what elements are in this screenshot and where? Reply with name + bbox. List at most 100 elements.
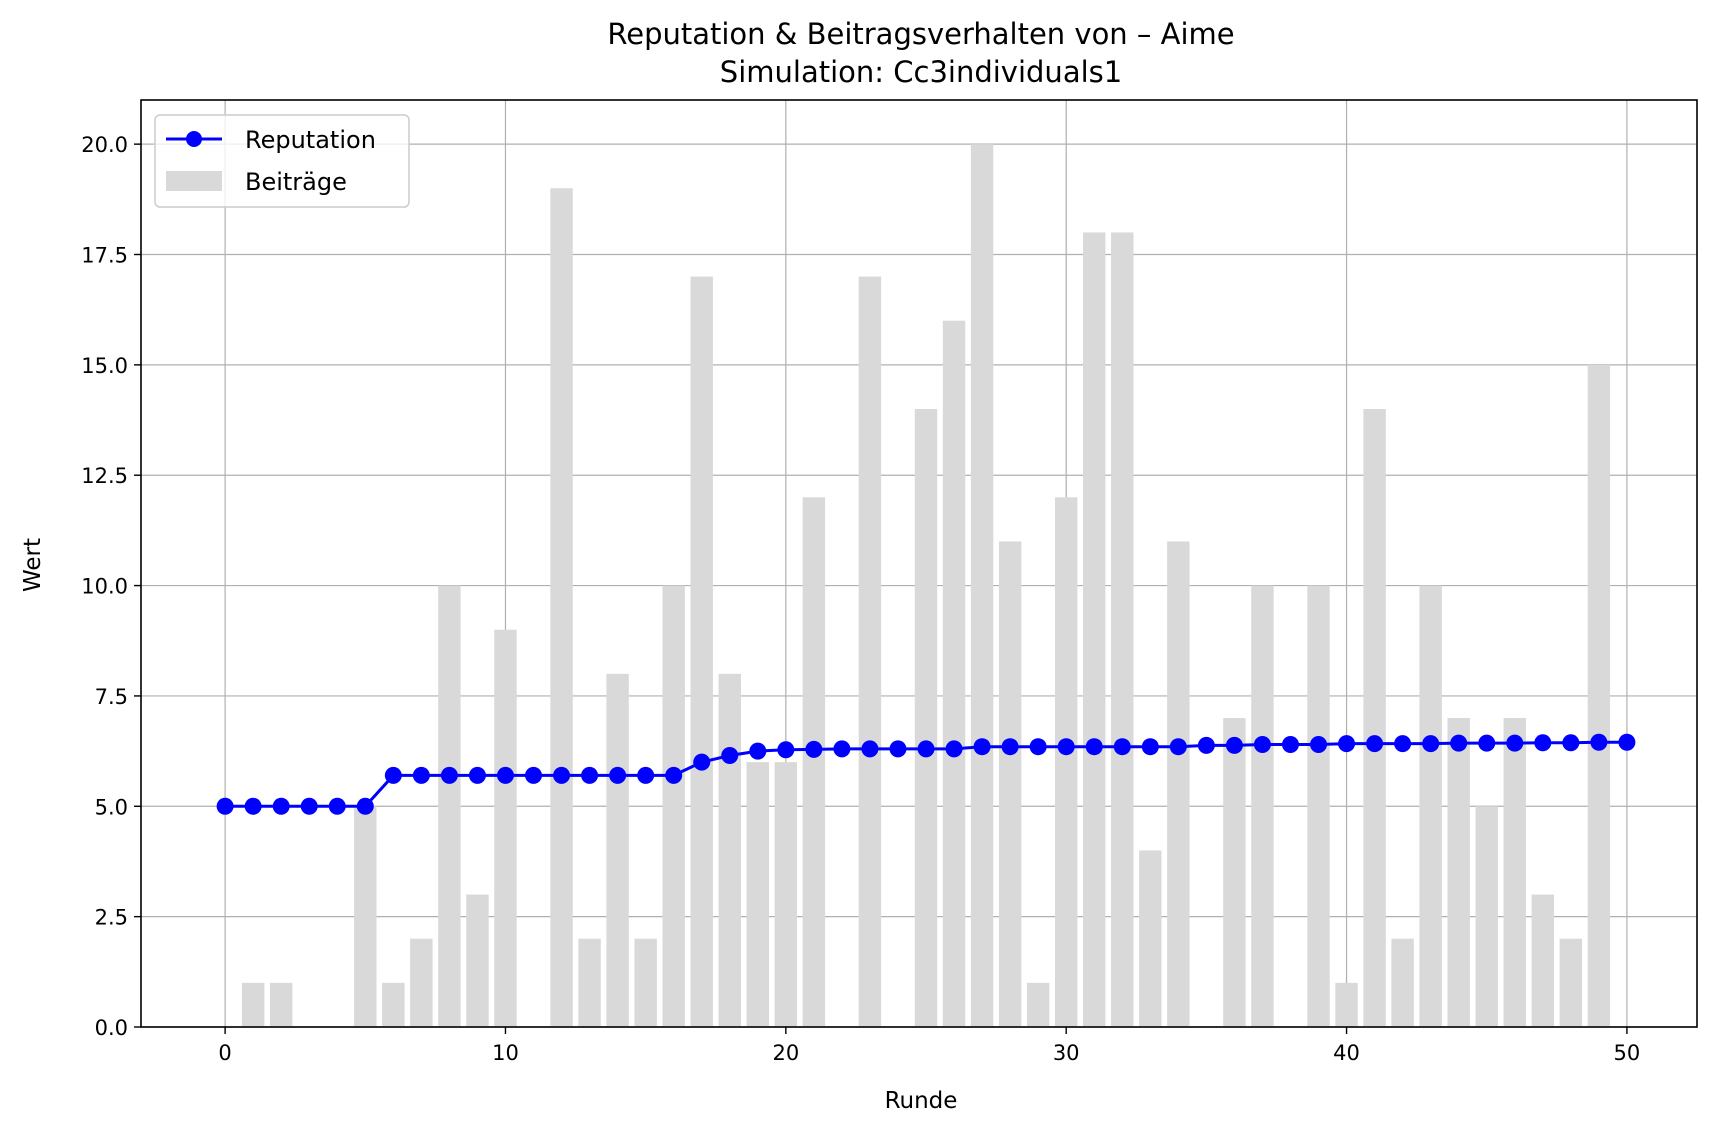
x-tick-label: 40 bbox=[1333, 1041, 1360, 1065]
reputation-point bbox=[1338, 735, 1356, 753]
beitraege-bar bbox=[1167, 541, 1190, 1027]
y-tick-label: 15.0 bbox=[81, 354, 128, 378]
beitraege-bar bbox=[662, 585, 685, 1027]
beitraege-bar bbox=[1503, 718, 1526, 1027]
beitraege-bar bbox=[578, 938, 601, 1027]
reputation-point bbox=[693, 753, 711, 771]
y-tick-label: 0.0 bbox=[95, 1016, 128, 1040]
reputation-point bbox=[1534, 734, 1552, 752]
reputation-point bbox=[721, 747, 739, 765]
reputation-point bbox=[1057, 738, 1075, 756]
beitraege-bar bbox=[269, 982, 293, 1027]
reputation-point bbox=[525, 766, 543, 784]
legend: Reputation Beiträge bbox=[154, 114, 410, 208]
chart-subtitle: Simulation: Cc3individuals1 bbox=[720, 55, 1122, 89]
x-tick-label: 20 bbox=[772, 1041, 799, 1065]
y-axis-label: Wert bbox=[20, 538, 46, 592]
reputation-point bbox=[412, 766, 430, 784]
beitraege-bar bbox=[1223, 718, 1246, 1027]
chart-title: Reputation & Beitragsverhalten von – Aim… bbox=[607, 17, 1234, 51]
beitraege-bar bbox=[1111, 232, 1134, 1027]
beitraege-bar bbox=[1587, 364, 1611, 1027]
reputation-point bbox=[1029, 738, 1047, 756]
y-tick-label: 5.0 bbox=[95, 795, 128, 819]
reputation-point bbox=[244, 797, 262, 815]
reputation-point bbox=[1281, 735, 1299, 753]
reputation-point bbox=[1253, 735, 1271, 753]
beitraege-bar bbox=[1363, 409, 1386, 1027]
x-tick-label: 0 bbox=[218, 1041, 231, 1065]
reputation-point bbox=[945, 740, 963, 758]
beitraege-bar bbox=[802, 497, 826, 1027]
reputation-point bbox=[216, 797, 234, 815]
beitraege-bar bbox=[1251, 585, 1274, 1027]
reputation-point bbox=[468, 766, 486, 784]
reputation-point bbox=[861, 740, 879, 758]
reputation-point bbox=[1450, 734, 1468, 752]
reputation-point bbox=[1310, 735, 1328, 753]
beitraege-bar bbox=[1391, 938, 1414, 1027]
reputation-point bbox=[1366, 735, 1384, 753]
reputation-point bbox=[1085, 738, 1103, 756]
reputation-point bbox=[805, 740, 823, 758]
legend-reputation-marker bbox=[186, 131, 202, 147]
line-layer bbox=[216, 733, 1636, 815]
x-tick-label: 10 bbox=[492, 1041, 519, 1065]
reputation-point bbox=[1113, 738, 1131, 756]
reputation-point bbox=[496, 766, 514, 784]
beitraege-bar bbox=[1083, 232, 1106, 1027]
legend-beitraege-swatch bbox=[166, 171, 222, 191]
x-tick-label: 50 bbox=[1614, 1041, 1641, 1065]
beitraege-bar bbox=[1475, 806, 1498, 1027]
y-tick-label: 12.5 bbox=[81, 464, 128, 488]
reputation-point bbox=[665, 766, 683, 784]
beitraege-bar bbox=[438, 585, 461, 1027]
beitraege-bar bbox=[550, 188, 573, 1028]
beitraege-bar bbox=[410, 938, 433, 1027]
beitraege-bar bbox=[1026, 982, 1050, 1027]
beitraege-bar bbox=[690, 276, 713, 1028]
beitraege-bar bbox=[774, 762, 798, 1027]
beitraege-bar bbox=[718, 673, 741, 1027]
reputation-point bbox=[384, 766, 402, 784]
beitraege-bar bbox=[466, 894, 489, 1027]
reputation-point bbox=[1506, 734, 1524, 752]
reputation-point bbox=[1478, 734, 1496, 752]
beitraege-bar bbox=[1419, 585, 1442, 1027]
beitraege-bar bbox=[1447, 718, 1470, 1027]
reputation-point bbox=[1197, 736, 1215, 754]
beitraege-bar bbox=[494, 629, 517, 1027]
beitraege-bar bbox=[1531, 894, 1555, 1027]
beitraege-bar bbox=[382, 982, 405, 1027]
reputation-point bbox=[1562, 734, 1580, 752]
reputation-point bbox=[1618, 733, 1636, 751]
reputation-point bbox=[777, 741, 795, 759]
axes-layer: 0 10 20 30 40 50 0.0 2.5 5.0 7.5 10.0 12.5 15.0 17.5 2… bbox=[81, 99, 1698, 1065]
beitraege-bar bbox=[634, 938, 657, 1027]
reputation-point bbox=[553, 766, 571, 784]
beitraege-bar bbox=[1139, 850, 1162, 1027]
beitraege-bar bbox=[914, 409, 938, 1027]
reputation-point bbox=[1394, 735, 1412, 753]
reputation-point bbox=[833, 740, 851, 758]
reputation-point bbox=[917, 740, 935, 758]
reputation-point bbox=[581, 766, 599, 784]
y-tick-label: 7.5 bbox=[95, 685, 128, 709]
y-tick-label: 10.0 bbox=[81, 575, 128, 599]
beitraege-bar bbox=[858, 276, 882, 1028]
beitraege-bar bbox=[354, 806, 377, 1027]
reputation-point bbox=[1169, 738, 1187, 756]
beitraege-bar bbox=[241, 982, 265, 1027]
x-axis-label: Runde bbox=[885, 1088, 958, 1114]
reputation-point bbox=[300, 797, 318, 815]
y-tick-label: 20.0 bbox=[81, 133, 128, 157]
reputation-point bbox=[440, 766, 458, 784]
reputation-point bbox=[1225, 736, 1243, 754]
beitraege-bar bbox=[606, 673, 629, 1027]
beitraege-bar bbox=[1559, 938, 1583, 1027]
reputation-point bbox=[1001, 738, 1019, 756]
beitraege-bar bbox=[1335, 982, 1358, 1027]
y-tick-label: 2.5 bbox=[95, 906, 128, 930]
reputation-point bbox=[356, 797, 374, 815]
